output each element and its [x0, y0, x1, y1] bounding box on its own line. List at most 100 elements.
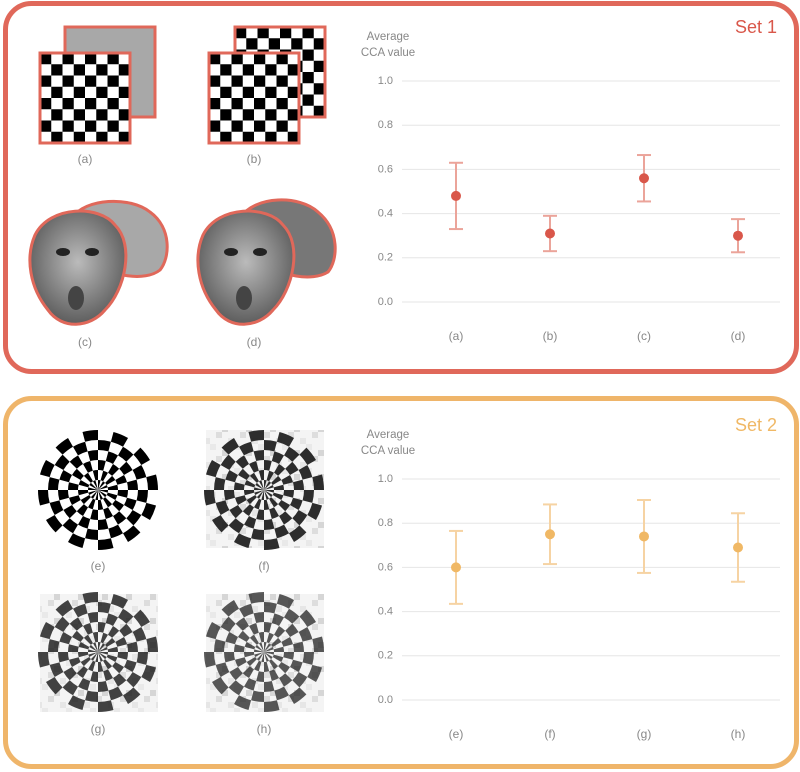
- checker-cell: [285, 623, 299, 637]
- checker-cell: [264, 647, 274, 652]
- checker-cell: [273, 484, 284, 490]
- checker-cell: [258, 632, 264, 643]
- point: [733, 542, 743, 553]
- checker-cell: [264, 602, 277, 614]
- checker-cell: [118, 608, 134, 624]
- checker-cell: [87, 450, 98, 461]
- checker-cell: [115, 637, 127, 647]
- checker-cell: [106, 492, 118, 500]
- checker-cell: [98, 647, 108, 652]
- checker-cell: [254, 660, 262, 672]
- image-caption: (a): [78, 152, 93, 166]
- x-tick-label: (g): [637, 727, 652, 741]
- checker-cell: [103, 507, 113, 519]
- checker-cell: [272, 492, 284, 500]
- x-tick-label: (h): [731, 727, 746, 741]
- checker-cell: [264, 621, 272, 633]
- checker-cell: [78, 516, 91, 529]
- checker-cell: [108, 686, 123, 701]
- point: [545, 529, 555, 540]
- checker-cell: [117, 490, 129, 498]
- checker-cell: [264, 681, 275, 692]
- stimulus-images: [28, 25, 337, 326]
- checker-cell: [278, 500, 290, 512]
- checker-cell: [126, 510, 142, 526]
- checker-cell: [82, 591, 98, 604]
- checker-cell: [68, 695, 86, 710]
- checker-cell: [293, 641, 304, 652]
- checker-cell: [228, 680, 244, 696]
- point: [639, 173, 649, 184]
- checker-cell: [55, 600, 73, 617]
- checker-cell: [98, 602, 111, 614]
- set-box: [3, 396, 799, 769]
- checker-cell: [254, 498, 262, 510]
- checker-cell: [235, 455, 249, 469]
- checker-cell: [244, 642, 256, 650]
- checker-cell: [107, 484, 118, 490]
- checker-cell: [69, 617, 83, 631]
- checker-cell: [63, 667, 77, 681]
- checker-cell: [289, 687, 307, 704]
- checker-cell: [298, 627, 313, 642]
- checker-cell: [48, 477, 60, 490]
- checker-cell: [264, 538, 280, 551]
- checker-cell: [239, 441, 254, 456]
- checker-cell: [266, 470, 274, 482]
- y-tick-label: 0.4: [378, 208, 393, 220]
- checker-cell: [224, 490, 235, 501]
- y-tick-label: 0.0: [378, 694, 393, 706]
- checker-cell: [264, 652, 275, 655]
- checker-cell: [264, 652, 269, 662]
- checker-cell: [234, 533, 252, 548]
- checker-cell: [239, 603, 254, 618]
- checker-cell: [242, 666, 254, 678]
- checker-cell: [292, 510, 308, 526]
- checker-cell: [249, 472, 259, 483]
- checker-cell: [98, 652, 109, 655]
- checker-cell: [119, 623, 133, 637]
- y-tick-label: 1.0: [378, 75, 393, 87]
- checker-cell: [108, 626, 120, 638]
- checker-cell: [290, 659, 303, 672]
- checker-cell: [98, 499, 104, 510]
- checker-cell: [80, 657, 91, 667]
- checker-cell: [112, 500, 124, 512]
- checker-cell: [206, 460, 221, 478]
- checker-cell: [58, 652, 69, 663]
- checker-cell: [48, 639, 60, 652]
- y-tick-label: 0.4: [378, 606, 393, 618]
- checker-cell: [307, 664, 322, 682]
- y-axis-label: Average: [367, 429, 410, 441]
- checker-cell: [235, 617, 249, 631]
- checker-cell: [264, 641, 267, 652]
- y-tick-label: 1.0: [378, 473, 393, 485]
- checker-cell: [264, 479, 267, 490]
- checker-cell: [279, 673, 293, 687]
- checker-cell: [108, 464, 120, 476]
- y-tick-label: 0.8: [378, 119, 393, 131]
- checker-cell: [98, 538, 114, 551]
- checker-cell: [146, 636, 159, 652]
- checker-cell: [133, 447, 150, 465]
- checker-cell: [76, 666, 88, 678]
- checker-cell: [203, 490, 216, 506]
- image-caption: (d): [247, 335, 262, 349]
- x-tick-label: (c): [637, 329, 651, 343]
- checker-cell: [98, 681, 109, 692]
- checker-cell: [299, 447, 316, 465]
- checker-cell: [93, 642, 98, 652]
- checker-cell: [235, 495, 247, 505]
- checker-cell: [281, 475, 293, 485]
- checker-cell: [269, 659, 279, 670]
- checker-cell: [253, 649, 264, 652]
- checker-cell: [105, 613, 118, 626]
- checker-cell: [299, 609, 316, 627]
- checker-cell: [141, 664, 156, 682]
- checker-cell: [110, 432, 128, 447]
- checker-cell: [264, 485, 274, 490]
- checker-cell: [98, 490, 109, 493]
- checker-cell: [261, 490, 264, 501]
- checker-cell: [54, 454, 70, 470]
